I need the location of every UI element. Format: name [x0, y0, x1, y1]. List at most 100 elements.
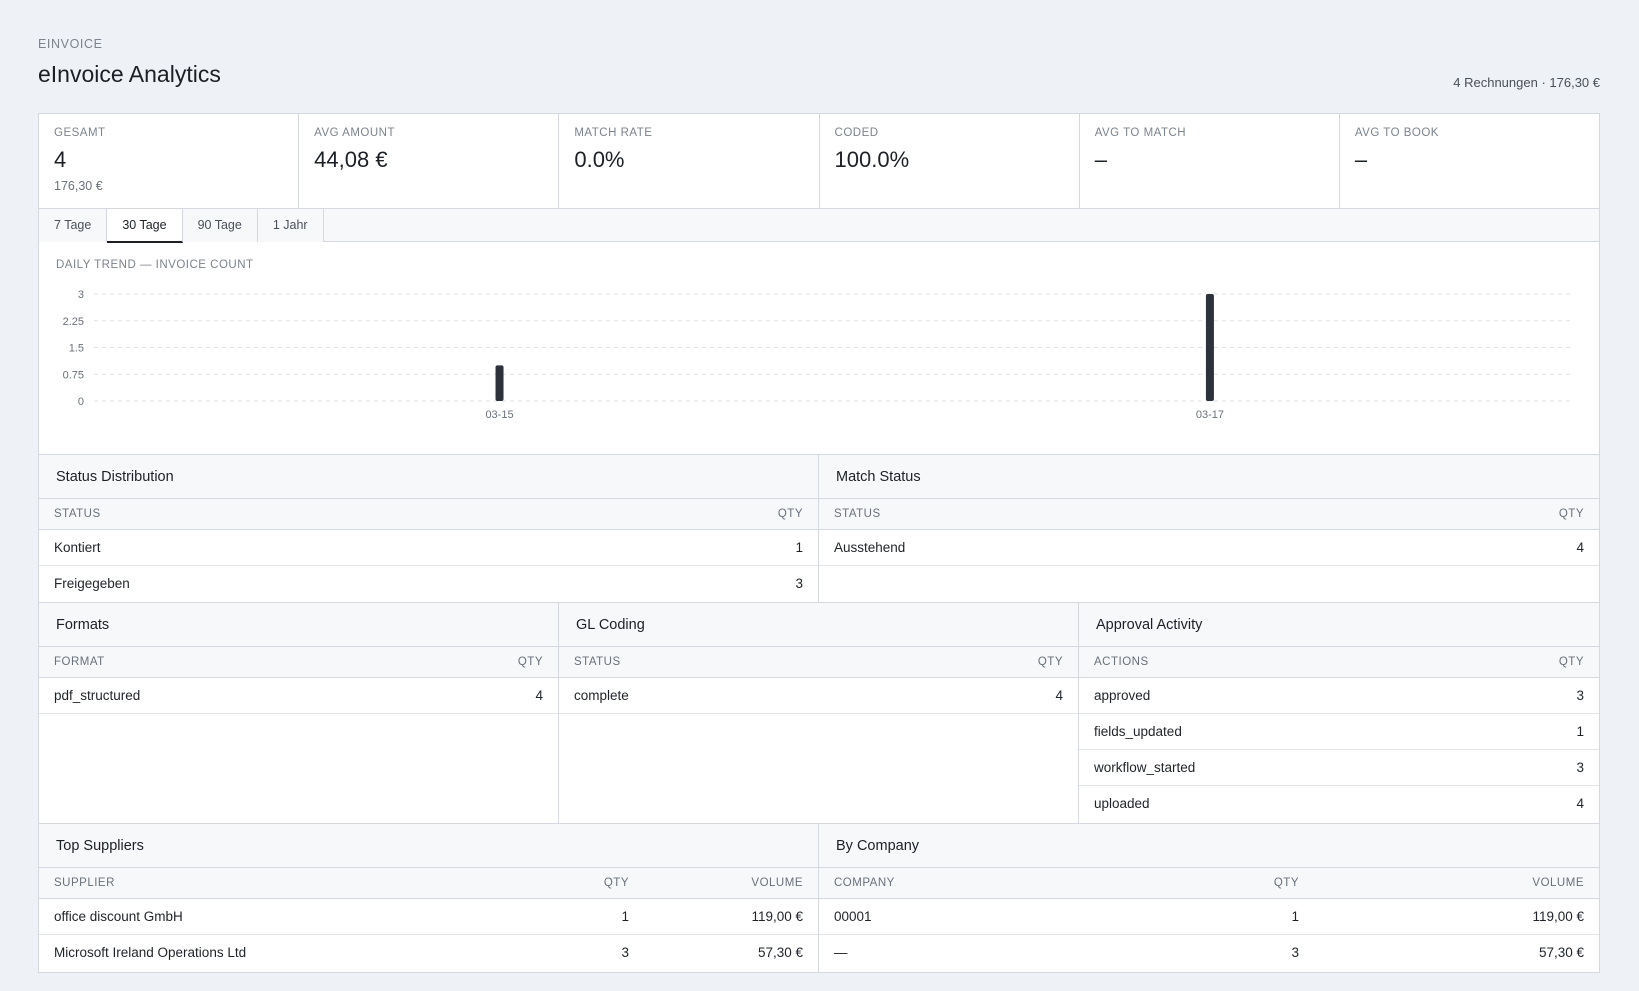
volume-cell: 57,30 € — [757, 944, 803, 960]
page-title: eInvoice Analytics — [38, 61, 221, 87]
kpi-total: GESAMT 4 176,30 € — [39, 114, 300, 208]
qty-cell: 4 — [1324, 529, 1599, 566]
section-title: Approval Activity — [1079, 603, 1599, 647]
x-tick-label: 03-15 — [485, 409, 513, 421]
action-cell: fields_updated — [1079, 713, 1446, 750]
invoice-summary: 4 Rechnungen · 176,30 € — [1453, 75, 1600, 90]
table-row: approved 3 — [1079, 677, 1599, 714]
column-header: ACTIONS — [1079, 647, 1446, 678]
kpi-label: AVG TO MATCH — [1094, 127, 1187, 139]
formats-section: Formats FORMAT QTY pdf_structured 4 — [39, 603, 559, 824]
table-row: — 3 57,30 € — [819, 934, 1599, 970]
chart-bar — [495, 365, 504, 401]
action-cell: uploaded — [1094, 795, 1150, 811]
kpi-value: – — [1354, 147, 1368, 172]
by-company-section: By Company COMPANY QTY VOLUME 00001 1 11… — [819, 824, 1599, 972]
company-cell: 00001 — [819, 898, 1024, 935]
x-tick-label: 03-17 — [1196, 409, 1224, 421]
kpi-label: AVG TO BOOK — [1354, 127, 1439, 139]
y-tick-label: 1.5 — [69, 343, 84, 355]
action-cell: workflow_started — [1079, 749, 1446, 786]
qty-cell: 3 — [1291, 944, 1299, 960]
qty-cell: 1 — [551, 529, 818, 566]
column-header: QTY — [514, 868, 644, 899]
y-tick-label: 0 — [78, 396, 84, 408]
column-header: FORMAT — [39, 647, 392, 678]
top-suppliers-section: Top Suppliers SUPPLIER QTY VOLUME office… — [39, 824, 819, 972]
column-header: STATUS — [39, 499, 552, 530]
breadcrumb: EINVOICE — [38, 37, 103, 51]
column-header: STATUS — [559, 647, 874, 678]
status-cell: Kontiert — [39, 529, 552, 566]
kpi-subvalue: 176,30 € — [54, 179, 103, 193]
qty-cell: 4 — [873, 677, 1078, 714]
table-row: 00001 1 119,00 € — [819, 898, 1599, 935]
chart-bar — [1205, 294, 1214, 401]
tab-30-tage[interactable]: 30 Tage — [107, 209, 183, 243]
table-row: fields_updated 1 — [1079, 713, 1599, 750]
approval-activity-table: ACTIONS QTY approved 3 fields_updated 1 … — [1079, 647, 1599, 821]
action-cell: approved — [1079, 677, 1446, 714]
match-status-table: STATUS QTY Ausstehend 4 — [819, 499, 1599, 566]
qty-cell: 4 — [391, 677, 558, 714]
table-row: uploaded 4 — [1079, 785, 1599, 821]
column-header: QTY — [391, 647, 558, 678]
y-tick-label: 0.75 — [63, 369, 84, 381]
daily-trend-plot: 3 2.25 1.5 0.75 0 03-15 03-17 — [63, 289, 1574, 421]
column-header: SUPPLIER — [39, 868, 514, 899]
column-header: VOLUME — [644, 868, 818, 899]
kpi-value: 100.0% — [834, 147, 910, 172]
by-company-table: COMPANY QTY VOLUME 00001 1 119,00 € — 3 … — [819, 868, 1599, 970]
qty-cell: 4 — [1576, 795, 1584, 811]
tab-7-tage[interactable]: 7 Tage — [39, 209, 108, 242]
tab-90-tage[interactable]: 90 Tage — [182, 209, 258, 242]
column-header: VOLUME — [1314, 868, 1599, 899]
qty-cell: 1 — [1445, 713, 1599, 750]
column-header: QTY — [1445, 647, 1599, 678]
kpi-value: 44,08 € — [314, 147, 388, 172]
column-header: COMPANY — [819, 868, 1024, 899]
daily-trend-chart: DAILY TREND — INVOICE COUNT 3 2.25 1.5 0.75… — [39, 242, 1599, 455]
qty-cell: 3 — [795, 575, 803, 591]
section-title: GL Coding — [559, 603, 1078, 647]
kpi-value: 0.0% — [574, 147, 625, 172]
kpi-match-rate: MATCH RATE 0.0% — [559, 114, 820, 208]
status-cell: Ausstehend — [819, 529, 1325, 566]
kpi-value: 4 — [54, 147, 67, 172]
qty-cell: 1 — [514, 898, 644, 935]
table-row: workflow_started 3 — [1079, 749, 1599, 786]
section-title: Top Suppliers — [39, 824, 818, 868]
column-header: QTY — [1024, 868, 1314, 899]
company-cell: — — [834, 944, 848, 960]
status-distribution-section: Status Distribution STATUS QTY Kontiert … — [39, 455, 819, 603]
kpi-avg-to-match: AVG TO MATCH – — [1080, 114, 1340, 208]
status-distribution-table: STATUS QTY Kontiert 1 Freigegeben 3 — [39, 499, 818, 601]
section-title: Formats — [39, 603, 558, 647]
column-header: QTY — [1324, 499, 1599, 530]
kpi-label: MATCH RATE — [574, 127, 653, 139]
section-title: Status Distribution — [39, 455, 818, 499]
qty-cell: 3 — [1445, 749, 1599, 786]
kpi-coded: CODED 100.0% — [820, 114, 1080, 208]
section-title: Match Status — [819, 455, 1599, 499]
column-header: STATUS — [819, 499, 1325, 530]
supplier-cell: Microsoft Ireland Operations Ltd — [54, 944, 247, 960]
analytics-panel: GESAMT 4 176,30 € AVG AMOUNT 44,08 € MAT… — [38, 113, 1600, 973]
period-tabs: 7 Tage 30 Tage 90 Tage 1 Jahr — [39, 209, 1599, 243]
volume-cell: 119,00 € — [1314, 898, 1599, 935]
approval-activity-section: Approval Activity ACTIONS QTY approved 3… — [1079, 603, 1599, 824]
qty-cell: 1 — [1024, 898, 1314, 935]
kpi-label: AVG AMOUNT — [314, 127, 395, 139]
kpi-label: CODED — [834, 127, 879, 139]
table-row: Freigegeben 3 — [39, 565, 818, 601]
kpi-label: GESAMT — [54, 127, 106, 139]
tab-1-jahr[interactable]: 1 Jahr — [257, 209, 324, 242]
table-row: pdf_structured 4 — [39, 677, 558, 714]
chart-title: DAILY TREND — INVOICE COUNT — [56, 259, 254, 271]
supplier-cell: office discount GmbH — [39, 898, 514, 935]
kpi-avg-to-book: AVG TO BOOK – — [1340, 114, 1599, 208]
formats-table: FORMAT QTY pdf_structured 4 — [39, 647, 558, 714]
match-status-section: Match Status STATUS QTY Ausstehend 4 — [819, 455, 1599, 603]
kpi-value: – — [1094, 147, 1107, 172]
column-header: QTY — [551, 499, 818, 530]
